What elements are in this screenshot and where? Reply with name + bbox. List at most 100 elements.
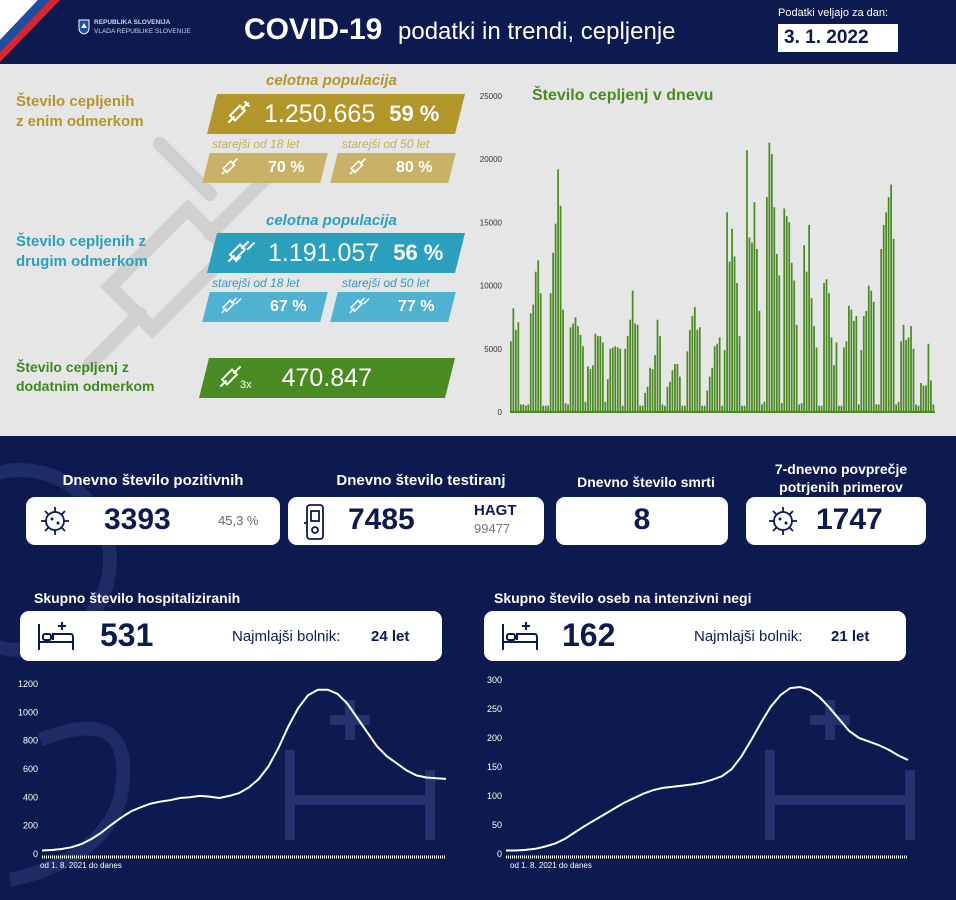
y-tick-label: 20000 <box>480 155 503 164</box>
double-syringe-icon <box>220 295 242 320</box>
first-dose-label-line1: Število cepljenih <box>16 93 135 110</box>
bar <box>592 365 594 412</box>
y-tick-label: 100 <box>487 791 502 801</box>
date-value: 3. 1. 2022 <box>778 24 898 52</box>
bar <box>679 376 681 412</box>
bar <box>733 256 736 412</box>
bar <box>674 363 676 412</box>
bar <box>775 254 778 412</box>
y-tick-label: 200 <box>23 821 38 831</box>
positive-value: 3393 <box>104 503 171 536</box>
y-tick-label: 0 <box>33 849 38 859</box>
bar <box>773 207 776 412</box>
booster-label-line1: Število cepljenj z <box>16 359 129 375</box>
first-dose-population-label: celotna populacija <box>266 72 397 89</box>
bar <box>579 334 582 412</box>
bar <box>681 405 684 412</box>
bar <box>549 293 552 412</box>
bar <box>867 285 870 412</box>
bar <box>852 320 855 412</box>
bar <box>728 261 731 412</box>
bar <box>813 326 815 412</box>
bar <box>743 405 746 412</box>
bar <box>912 348 915 412</box>
bar <box>594 333 597 412</box>
bar <box>815 347 818 412</box>
y-tick-label: 50 <box>492 820 502 830</box>
bar <box>698 327 701 412</box>
bar <box>701 405 704 412</box>
positive-card: 3393 45,3 % <box>26 497 280 545</box>
second-dose-over18-label: starejši od 18 let <box>212 276 300 290</box>
bar <box>626 336 629 412</box>
bar <box>828 293 830 412</box>
second-dose-over50-box: 77 % <box>330 292 456 322</box>
first-dose-over18-label: starejši od 18 let <box>212 137 300 151</box>
first-dose-total-box: 1.250.665 59 % <box>207 94 465 134</box>
y-tick-label: 600 <box>23 764 38 774</box>
bar <box>756 248 758 412</box>
first-dose-over50-label: starejši od 50 let <box>342 137 430 151</box>
bar <box>895 404 897 412</box>
x-axis-label: od 1. 8. 2021 do danes <box>40 861 122 870</box>
bar <box>860 350 863 412</box>
bar <box>651 369 654 412</box>
bar <box>519 404 522 412</box>
bar <box>537 260 540 412</box>
first-dose-over18-box: 70 % <box>202 153 328 183</box>
bar <box>780 403 783 412</box>
bar <box>611 347 614 412</box>
bar <box>721 405 723 412</box>
bar <box>751 242 753 412</box>
bed-watermark-icon <box>765 700 915 840</box>
bar <box>716 343 719 412</box>
booster-total-box: 3x 470.847 <box>199 358 455 398</box>
y-tick-label: 200 <box>487 733 502 743</box>
bar <box>748 237 751 412</box>
bar <box>659 336 661 412</box>
bar <box>676 363 679 412</box>
gov-line-1: REPUBLIKA SLOVENIJA <box>94 19 171 26</box>
bar <box>582 346 584 412</box>
bar <box>907 337 910 412</box>
bar <box>688 329 691 412</box>
first-dose-percent: 59 % <box>389 101 440 126</box>
bar <box>696 329 699 412</box>
bar <box>833 365 835 412</box>
second-dose-label-line2: drugim odmerkom <box>16 253 148 270</box>
bar <box>619 348 622 412</box>
bar <box>790 262 793 412</box>
bar <box>514 329 517 412</box>
bar <box>758 310 761 412</box>
bar <box>639 405 641 412</box>
header: REPUBLIKA SLOVENIJA VLADA REPUBLIKE SLOV… <box>0 0 956 64</box>
bar <box>930 380 932 412</box>
bar <box>848 305 850 412</box>
deaths-title: Dnevno število smrti <box>577 474 715 490</box>
test-kit-icon <box>302 503 328 546</box>
bar <box>818 405 820 412</box>
bar <box>552 252 554 412</box>
bar <box>932 404 935 412</box>
bar <box>604 401 607 412</box>
bar <box>840 405 843 412</box>
page-title: COVID-19 <box>244 13 383 46</box>
double-syringe-icon <box>226 238 256 269</box>
bar <box>800 403 803 412</box>
bar <box>880 248 883 412</box>
bar <box>910 326 912 412</box>
bar <box>785 216 788 412</box>
bar <box>736 283 738 412</box>
bar <box>900 341 902 412</box>
hagt-value: 99477 <box>474 521 511 536</box>
bar <box>845 341 848 412</box>
bar <box>838 405 840 412</box>
bar <box>557 169 559 412</box>
bar <box>517 322 520 412</box>
bar <box>656 319 659 412</box>
bar <box>616 347 619 412</box>
bar <box>649 367 651 412</box>
syringe-watermark-icon <box>83 137 277 371</box>
second-dose-label-line1: Število cepljenih z <box>16 233 147 250</box>
bar <box>887 197 890 412</box>
